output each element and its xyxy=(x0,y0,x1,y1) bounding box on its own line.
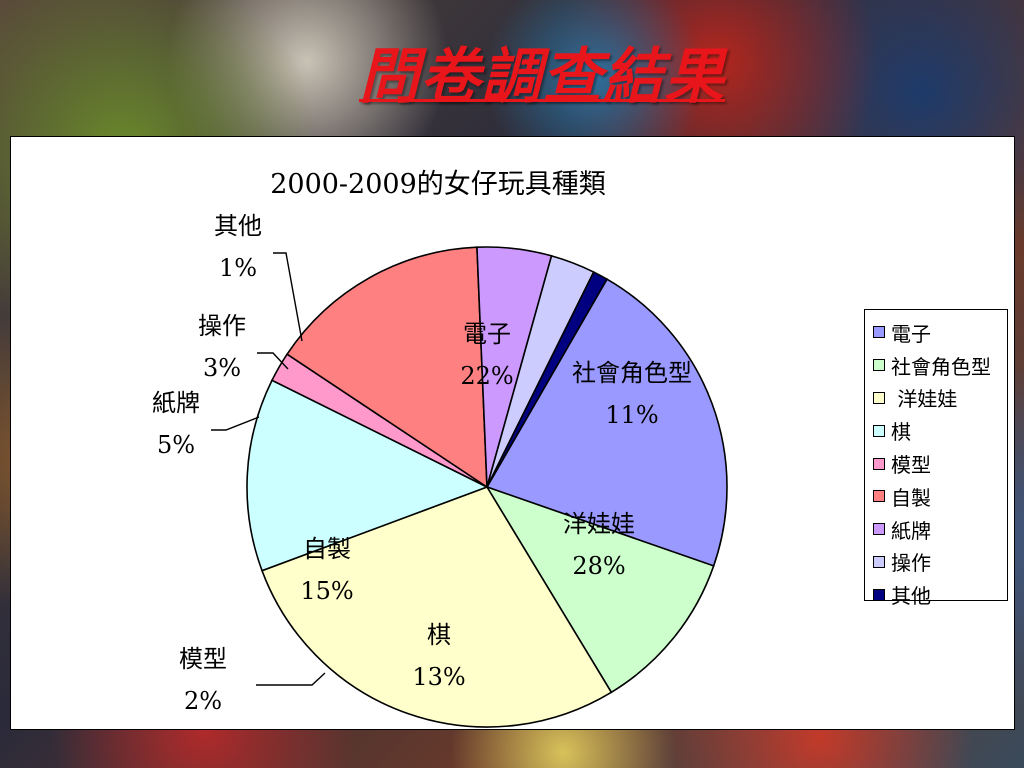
legend-label: 社會角色型 xyxy=(891,354,991,379)
slice-value-1: 11% xyxy=(605,401,658,429)
chart-panel: 2000-2009的女仔玩具種類 電子 22% 社會角色型 11% 洋娃娃 28% 棋 13%… xyxy=(10,136,1015,730)
slice-label-4: 模型 xyxy=(179,645,227,673)
legend-label: 棋 xyxy=(891,420,911,445)
legend-label: 其他 xyxy=(891,584,931,609)
legend-swatch xyxy=(873,424,885,437)
legend-item-6: 紙牌 xyxy=(873,513,1007,546)
legend-label: 紙牌 xyxy=(891,518,931,543)
slice-label-1: 社會角色型 xyxy=(572,359,692,387)
pie-slice-3 xyxy=(246,379,490,572)
slice-label-6: 紙牌 xyxy=(152,389,200,417)
slice-label-3: 棋 xyxy=(427,621,451,649)
pie-chart: 2000-2009的女仔玩具種類 電子 22% 社會角色型 11% 洋娃娃 28% 棋 13%… xyxy=(152,169,728,728)
legend-item-2: 洋娃娃 xyxy=(873,382,1007,415)
slice-value-6: 5% xyxy=(157,431,195,459)
pie-slices xyxy=(246,246,728,728)
leader-line-8 xyxy=(273,252,303,342)
chart-legend: 電子社會角色型 洋娃娃棋模型自製紙牌操作其他 xyxy=(864,309,1008,608)
legend-swatch xyxy=(873,523,885,536)
legend-swatch xyxy=(873,588,885,601)
legend-item-1: 社會角色型 xyxy=(873,349,1007,382)
slice-label-7: 操作 xyxy=(198,312,246,340)
pie-slice-2 xyxy=(261,486,613,728)
slice-value-3: 13% xyxy=(412,663,465,691)
legend-swatch xyxy=(873,391,885,404)
leader-line-7 xyxy=(257,352,289,370)
legend-item-8: 其他 xyxy=(873,578,1007,611)
slice-label-0: 電子 xyxy=(463,320,511,348)
slice-value-2: 28% xyxy=(572,552,625,580)
slice-label-5: 自製 xyxy=(303,535,351,563)
slice-value-5: 15% xyxy=(300,577,353,605)
pie-slice-5 xyxy=(285,246,488,489)
legend-swatch xyxy=(873,457,885,470)
slice-value-0: 22% xyxy=(460,362,513,390)
slice-label-2: 洋娃娃 xyxy=(563,510,635,538)
legend-item-0: 電子 xyxy=(873,316,1007,349)
legend-swatch xyxy=(873,326,885,339)
pie-slice-8 xyxy=(486,270,609,488)
legend-swatch xyxy=(873,555,885,568)
legend-item-3: 棋 xyxy=(873,414,1007,447)
legend-label: 洋娃娃 xyxy=(891,387,958,412)
leader-line-4 xyxy=(256,672,326,686)
legend-swatch xyxy=(873,490,885,503)
legend-swatch xyxy=(873,359,885,372)
slice-value-4: 2% xyxy=(184,687,222,715)
chart-title: 2000-2009的女仔玩具種類 xyxy=(270,169,606,200)
legend-label: 模型 xyxy=(891,453,931,478)
pie-labels: 電子 22% 社會角色型 11% 洋娃娃 28% 棋 13% 模型 2% 自製 15% 紙牌 5% 操作 3%… xyxy=(152,212,692,715)
pie-slice-0 xyxy=(485,278,728,567)
slice-value-7: 3% xyxy=(203,354,241,382)
slice-value-8: 1% xyxy=(219,254,257,282)
legend-label: 電子 xyxy=(891,321,931,346)
legend-label: 自製 xyxy=(891,485,931,510)
leader-line-6 xyxy=(211,416,260,431)
pie-slice-1 xyxy=(485,485,715,694)
slice-label-8: 其他 xyxy=(214,212,262,240)
legend-item-4: 模型 xyxy=(873,447,1007,480)
legend-item-7: 操作 xyxy=(873,546,1007,579)
page-title: 問卷調查結果 xyxy=(359,42,725,112)
legend-label: 操作 xyxy=(891,551,931,576)
legend-item-5: 自製 xyxy=(873,480,1007,513)
